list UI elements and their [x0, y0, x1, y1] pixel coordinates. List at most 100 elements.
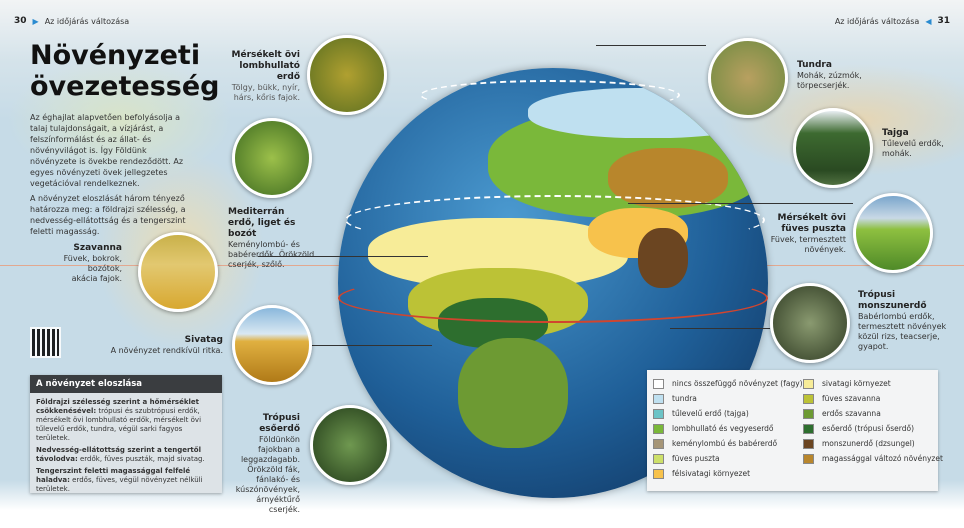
- pointer-line: [596, 45, 706, 46]
- zone-title: Trópusi monszunerdő: [858, 290, 927, 311]
- legend-swatch: [803, 453, 814, 464]
- zone-label-mediterranean: Mediterrán erdő, liget és bozót Keménylom…: [228, 207, 338, 270]
- legend-label: magassággal változó növényzet: [822, 454, 943, 463]
- legend-item: tűlevelű erdő (tajga): [653, 406, 803, 421]
- photo-rainforest: [310, 405, 390, 485]
- legend-label: monszunerdő (dzsungel): [822, 439, 915, 448]
- legend-item: tundra: [653, 391, 803, 406]
- section-title-left: Az időjárás változása: [44, 16, 130, 26]
- zone-title: Mediterrán erdő, liget és bozót: [228, 207, 296, 239]
- zone-desc: Tölgy, bükk, nyír, hárs, kőris fajok.: [231, 83, 300, 102]
- info-item-heading: Földrajzi szélesség szerint a hőmérsékle…: [36, 398, 199, 415]
- info-item-heading: Tengerszint feletti magassággal felfelé …: [36, 467, 191, 484]
- legend-label: füves puszta: [672, 454, 720, 463]
- photo-tundra: [708, 38, 788, 118]
- photo-savanna-zebras: [138, 232, 218, 312]
- pointer-line: [258, 256, 428, 257]
- legend-label: keménylombú és babérerdő: [672, 439, 778, 448]
- page-title: Növényzeti övezetesség: [30, 40, 220, 102]
- zone-title: Szavanna: [73, 243, 122, 253]
- intro-paragraph: Az éghajlat alapvetően befolyásolja a ta…: [30, 113, 184, 188]
- tropic-line: [345, 195, 765, 245]
- zone-title: Tundra: [797, 60, 832, 70]
- legend-label: esőerdő (trópusi őserdő): [822, 424, 915, 433]
- legend-item: sivatagi környezet: [803, 376, 943, 391]
- legend-item: füves puszta: [653, 451, 803, 466]
- zone-label-rainforest: Trópusi esőerdő Földünkön fajokban a legg…: [228, 413, 300, 515]
- photo-mediterranean-forest: [232, 118, 312, 198]
- legend-item: keménylombú és babérerdő: [653, 436, 803, 451]
- arctic-circle-line: [420, 80, 680, 110]
- zone-desc: Mohák, zúzmók, törpecserjék.: [797, 71, 862, 90]
- zone-desc: Babérlombú erdők, termesztett növények k…: [858, 312, 947, 351]
- intro-paragraph: A növényzet eloszlását három tényező hat…: [30, 194, 186, 236]
- header-left: 30 ▶ Az időjárás változása: [14, 16, 129, 26]
- arrow-right-icon: ▶: [32, 16, 39, 26]
- zone-label-tundra: Tundra Mohák, zúzmók, törpecserjék.: [797, 60, 867, 91]
- legend-item: esőerdő (trópusi őserdő): [803, 421, 943, 436]
- legend-label: nincs összefüggő növényzet (fagy): [672, 379, 803, 388]
- pointer-line: [312, 345, 432, 346]
- photo-monsoon-forest: [770, 283, 850, 363]
- zone-label-savanna: Szavanna Füvek, bokrok, bozótok, akácia f…: [60, 243, 122, 284]
- zone-desc: Földünkön fajokban a leggazdagabb. Örökz…: [235, 435, 300, 514]
- zone-label-desert: Sivatag A növényzet rendkívül ritka.: [100, 335, 223, 356]
- zone-label-monsoon: Trópusi monszunerdő Babérlombú erdők, ter…: [858, 290, 958, 352]
- legend-item: félsivatagi környezet: [653, 466, 803, 481]
- legend-swatch: [653, 453, 664, 464]
- qr-code[interactable]: [30, 327, 61, 358]
- legend-item: erdős szavanna: [803, 406, 943, 421]
- legend-swatch: [803, 438, 814, 449]
- legend-label: sivatagi környezet: [822, 379, 891, 388]
- legend-swatch: [653, 393, 664, 404]
- zone-desc: Füvek, termesztett növények.: [770, 235, 846, 254]
- legend-swatch: [653, 423, 664, 434]
- legend-label: erdős szavanna: [822, 409, 881, 418]
- legend-item: füves szavanna: [803, 391, 943, 406]
- legend-swatch: [653, 408, 664, 419]
- legend-label: tűlevelű erdő (tajga): [672, 409, 749, 418]
- pointer-line: [670, 328, 770, 329]
- zone-label-deciduous: Mérsékelt övi lombhullató erdő Tölgy, bük…: [220, 50, 300, 103]
- page-number-right: 31: [937, 16, 950, 26]
- arrow-left-icon: ◀: [925, 16, 932, 26]
- zone-desc: A növényzet rendkívül ritka.: [110, 346, 223, 355]
- map-legend: nincs összefüggő növényzet (fagy) tundra t…: [647, 370, 943, 491]
- zone-label-taiga: Tajga Tűlevelű erdők, mohák.: [882, 128, 957, 159]
- zone-title: Mérsékelt övi lombhullató erdő: [231, 50, 300, 82]
- legend-label: füves szavanna: [822, 394, 881, 403]
- info-item: Nedvesség-ellátottság szerint a tengertő…: [36, 446, 216, 464]
- zone-title: Tajga: [882, 128, 909, 138]
- equator-on-globe: [338, 273, 768, 323]
- zone-title: Sivatag: [184, 335, 223, 345]
- header-right: Az időjárás változása ◀ 31: [835, 16, 950, 26]
- legend-swatch: [803, 393, 814, 404]
- photo-deciduous-forest: [307, 35, 387, 115]
- legend-swatch: [803, 408, 814, 419]
- info-item-text: trópusi és szubtrópusi erdők, mérsékelt …: [36, 407, 202, 442]
- pointer-line: [628, 203, 853, 204]
- legend-label: lombhullató és vegyeserdő: [672, 424, 774, 433]
- info-item-text: erdős, füves, végül növényzet nélküli te…: [36, 476, 203, 493]
- zone-label-steppe: Mérsékelt övi füves puszta Füvek, termesz…: [768, 213, 846, 255]
- legend-swatch: [653, 378, 664, 389]
- zone-desc: Füvek, bokrok, bozótok, akácia fajok.: [63, 254, 122, 283]
- legend-swatch: [803, 423, 814, 434]
- intro-text: Az éghajlat alapvetően befolyásolja a ta…: [30, 112, 190, 241]
- legend-item: monszunerdő (dzsungel): [803, 436, 943, 451]
- photo-steppe: [853, 193, 933, 273]
- info-box: A növényzet eloszlása Földrajzi szélessé…: [30, 375, 222, 493]
- legend-swatch: [653, 438, 664, 449]
- info-item-text: erdők, füves puszták, majd sivatag.: [77, 455, 205, 463]
- legend-item: lombhullató és vegyeserdő: [653, 421, 803, 436]
- section-title-right: Az időjárás változása: [834, 16, 920, 26]
- info-item-heading: Nedvesség-ellátottság szerint a tengertő…: [36, 446, 201, 463]
- zone-desc: Tűlevelű erdők, mohák.: [882, 139, 944, 158]
- info-item: Földrajzi szélesség szerint a hőmérsékle…: [36, 398, 216, 443]
- photo-taiga: [793, 108, 873, 188]
- legend-label: félsivatagi környezet: [672, 469, 751, 478]
- legend-swatch: [803, 378, 814, 389]
- zone-title: Trópusi esőerdő: [259, 413, 300, 434]
- info-box-title: A növényzet eloszlása: [30, 375, 222, 393]
- page-number-left: 30: [14, 16, 27, 26]
